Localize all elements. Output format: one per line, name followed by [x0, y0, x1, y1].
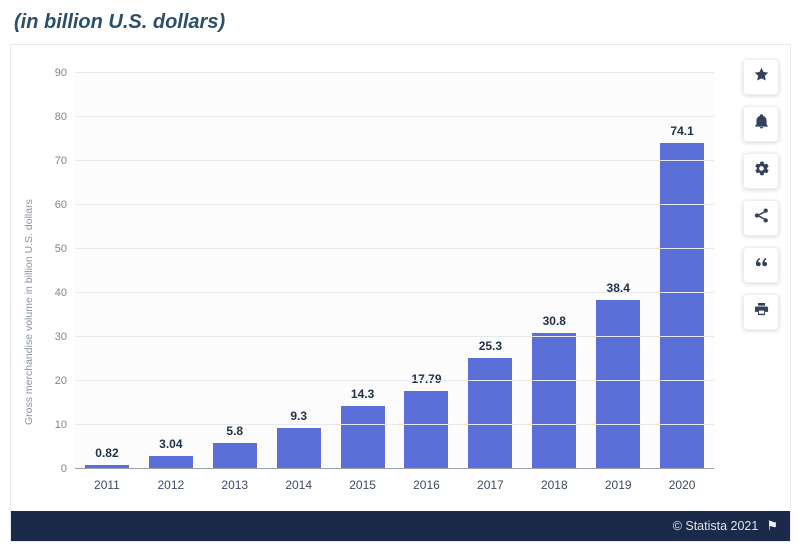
x-axis-label: 2015 [349, 478, 376, 492]
y-tick-label: 50 [54, 243, 67, 255]
quote-icon [754, 255, 769, 275]
gridline [75, 380, 714, 381]
x-axis-line [75, 468, 714, 469]
bar[interactable] [212, 443, 257, 469]
bar[interactable] [468, 357, 513, 469]
bar-column: 5.8 [203, 424, 267, 469]
bar-column: 0.82 [75, 446, 139, 469]
star-icon [754, 67, 769, 87]
y-tick-label: 60 [54, 199, 67, 211]
bar[interactable] [276, 428, 321, 469]
gridline [75, 424, 714, 425]
gridline [75, 116, 714, 117]
bar-value-label: 38.4 [606, 281, 630, 296]
y-tick-label: 20 [54, 375, 67, 387]
content: Gross merchandise volume in billion U.S.… [11, 45, 790, 511]
x-axis-label: 2013 [221, 478, 249, 492]
action-toolbar [732, 45, 790, 511]
x-axis-label: 2017 [477, 478, 504, 492]
header: (in billion U.S. dollars) [0, 0, 801, 44]
bar[interactable] [532, 333, 577, 469]
y-tick-label: 0 [60, 463, 67, 475]
x-axis-label: 2012 [157, 478, 185, 492]
copyright-text: © Statista 2021 [672, 519, 759, 533]
gridline [75, 292, 714, 293]
alert-button[interactable] [743, 106, 779, 142]
x-axis-label: 2018 [540, 478, 568, 492]
x-axis-label: 2016 [413, 478, 440, 492]
bar-column: 9.3 [267, 409, 331, 469]
bar-value-label: 3.04 [159, 436, 183, 451]
bar-column: 3.04 [139, 437, 203, 469]
settings-button[interactable] [743, 153, 779, 189]
print-icon [754, 302, 769, 322]
bar[interactable] [148, 455, 193, 469]
bar-value-label: 0.82 [95, 446, 119, 461]
gridline [75, 336, 714, 337]
bar[interactable] [84, 465, 129, 469]
print-button[interactable] [743, 294, 779, 330]
bar-value-label: 5.8 [226, 424, 244, 439]
bar-column: 30.8 [522, 314, 586, 469]
favorite-button[interactable] [743, 59, 779, 95]
share-icon [754, 208, 769, 228]
bar-column: 38.4 [586, 281, 650, 469]
y-tick-label: 10 [54, 419, 67, 431]
gridline [75, 160, 714, 161]
x-axis-label: 2011 [94, 478, 120, 492]
plot-column: 0.82 3.04 5.8 9.3 14.3 17.79 25.3 30.8 38.4 74.1 … [55, 67, 714, 511]
bar-value-label: 74.1 [670, 123, 694, 138]
flag-icon[interactable]: ⚑ [766, 518, 778, 533]
gear-icon [754, 161, 769, 181]
bars: 0.82 3.04 5.8 9.3 14.3 17.79 25.3 30.8 38.4 74.1 [75, 73, 714, 469]
page-title: (in billion U.S. dollars) [14, 11, 226, 33]
bar-column: 14.3 [331, 387, 395, 469]
y-tick-label: 70 [54, 155, 67, 167]
bar[interactable] [404, 390, 449, 469]
x-axis-label: 2020 [668, 478, 696, 492]
x-axis-label: 2014 [285, 478, 313, 492]
bar-chart: Gross merchandise volume in billion U.S.… [11, 45, 732, 511]
y-tick-label: 90 [54, 67, 67, 79]
bar-column: 74.1 [650, 124, 714, 469]
bar-value-label: 14.3 [350, 387, 375, 402]
bar[interactable] [340, 406, 385, 469]
bar-value-label: 30.8 [542, 314, 566, 329]
gridline [75, 248, 714, 249]
bar-value-label: 25.3 [478, 338, 503, 353]
plot-area: 0.82 3.04 5.8 9.3 14.3 17.79 25.3 30.8 38.4 74.1 … [55, 67, 714, 475]
bell-icon [754, 114, 769, 134]
y-tick-label: 40 [54, 287, 67, 299]
share-button[interactable] [743, 200, 779, 236]
bar-column: 25.3 [458, 339, 522, 469]
bar[interactable] [660, 142, 705, 469]
bar-value-label: 17.79 [411, 371, 442, 386]
bar-column: 17.79 [395, 372, 459, 469]
x-axis-labels: 2011 2012 2013 2014 2015 2016 2017 2018 2019 2020 [75, 478, 714, 492]
gridline [75, 72, 714, 73]
y-tick-label: 80 [54, 111, 67, 123]
gridline [75, 204, 714, 205]
x-axis-label: 2019 [604, 478, 632, 492]
y-axis-title: Gross merchandise volume in billion U.S.… [23, 199, 35, 425]
y-tick-label: 30 [54, 331, 67, 343]
chart-frame: Gross merchandise volume in billion U.S.… [10, 44, 791, 542]
bar[interactable] [596, 300, 641, 469]
footer: © Statista 2021 ⚑ [11, 511, 790, 541]
bar-value-label: 9.3 [290, 409, 308, 424]
cite-button[interactable] [743, 247, 779, 283]
